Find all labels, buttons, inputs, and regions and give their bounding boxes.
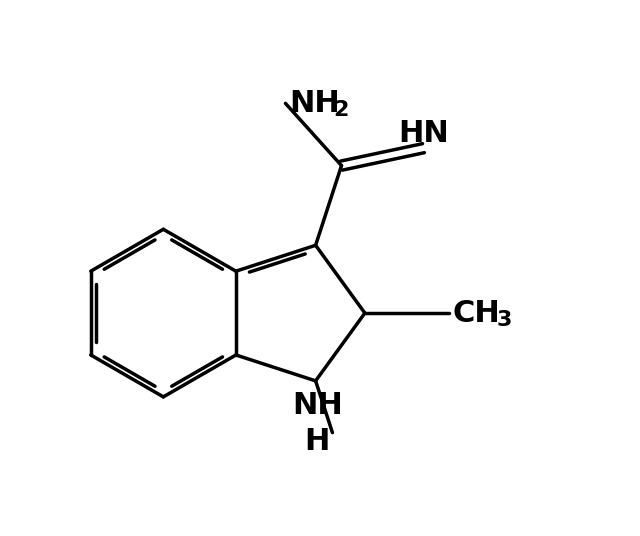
Text: NH: NH xyxy=(290,89,340,118)
Text: 2: 2 xyxy=(333,100,349,120)
Text: 3: 3 xyxy=(497,310,512,330)
Text: NH: NH xyxy=(292,391,342,420)
Text: H: H xyxy=(305,427,330,456)
Text: HN: HN xyxy=(398,119,449,148)
Text: CH: CH xyxy=(453,299,500,327)
